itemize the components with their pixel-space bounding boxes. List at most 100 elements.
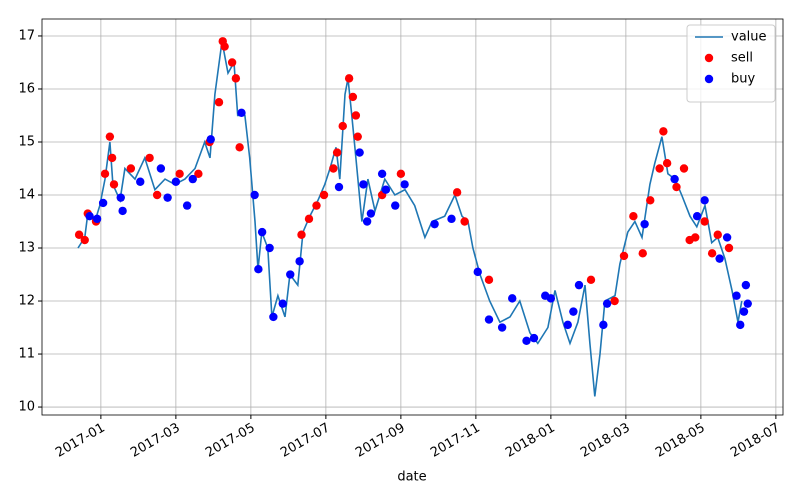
scatter-point xyxy=(329,164,338,173)
scatter-point xyxy=(546,294,556,303)
scatter-point xyxy=(338,121,347,131)
scatter-point xyxy=(136,177,145,186)
scatter-point xyxy=(473,267,482,277)
plot-area xyxy=(74,37,752,397)
scatter-point xyxy=(85,212,94,221)
scatter-point xyxy=(231,74,241,83)
y-tick-label: 15 xyxy=(18,134,35,149)
scatter-point xyxy=(700,217,709,226)
scatter-point xyxy=(145,153,154,163)
y-tick-label: 12 xyxy=(18,294,35,309)
scatter-point xyxy=(430,219,439,229)
scatter-point xyxy=(391,201,400,210)
scatter-point xyxy=(646,196,655,205)
scatter-point xyxy=(563,320,572,330)
legend-label: buy xyxy=(731,72,755,87)
scatter-point xyxy=(118,206,127,216)
scatter-point xyxy=(655,164,664,173)
scatter-point xyxy=(484,275,494,285)
scatter-point xyxy=(116,193,125,202)
scatter-point xyxy=(732,291,741,300)
scatter-point xyxy=(672,182,681,192)
scatter-point xyxy=(638,249,647,258)
legend-swatch xyxy=(704,74,714,84)
scatter-point xyxy=(497,323,507,332)
scatter-point xyxy=(599,320,608,330)
scatter-point xyxy=(206,135,215,144)
y-tick-label: 10 xyxy=(18,400,35,415)
scatter-point xyxy=(508,294,517,303)
scatter-point xyxy=(163,193,172,202)
scatter-point xyxy=(319,190,329,200)
scatter-point xyxy=(156,164,166,173)
scatter-point xyxy=(295,257,304,266)
scatter-point xyxy=(304,214,314,224)
scatter-point xyxy=(109,180,119,189)
scatter-point xyxy=(619,251,629,261)
scatter-point xyxy=(182,201,192,210)
scatter-point xyxy=(227,58,237,67)
scatter-point xyxy=(381,185,391,194)
scatter-point xyxy=(484,315,494,324)
scatter-point xyxy=(188,174,197,184)
scatter-point xyxy=(700,196,709,205)
scatter-point xyxy=(741,280,751,290)
scatter-point xyxy=(100,169,110,178)
scatter-point xyxy=(447,214,456,224)
scatter-point xyxy=(359,180,368,189)
scatter-point xyxy=(80,235,89,245)
scatter-point xyxy=(377,169,387,178)
scatter-point xyxy=(194,169,203,178)
scatter-point xyxy=(107,153,117,163)
scatter-point xyxy=(460,217,469,226)
scatter-point xyxy=(602,299,612,308)
legend-label: sell xyxy=(731,51,753,66)
scatter-point xyxy=(574,280,584,290)
y-tick-label: 14 xyxy=(18,188,35,203)
y-tick-label: 11 xyxy=(18,347,35,362)
legend: value sell buy xyxy=(686,24,776,103)
scatter-point xyxy=(670,174,679,184)
line-series xyxy=(77,41,743,397)
y-tick-label: 17 xyxy=(18,28,35,43)
y-tick-label: 16 xyxy=(18,81,35,96)
scatter-point xyxy=(312,201,321,210)
scatter-point xyxy=(344,74,354,83)
scatter-point xyxy=(400,180,409,189)
scatter-point xyxy=(152,190,162,200)
scatter-point xyxy=(105,132,115,141)
scatter-point xyxy=(332,148,342,157)
scatter-point xyxy=(724,243,734,253)
scatter-point xyxy=(610,296,619,306)
scatter-point xyxy=(92,214,102,224)
scatter-point xyxy=(722,233,732,242)
scatter-point xyxy=(74,230,84,239)
scatter-point xyxy=(362,217,372,226)
scatter-point xyxy=(269,312,278,322)
scatter-point xyxy=(743,299,752,308)
scatter-point xyxy=(351,111,361,120)
scatter-point xyxy=(286,270,295,279)
scatter-point xyxy=(692,212,702,221)
grid xyxy=(42,19,783,415)
scatter-point xyxy=(220,42,229,51)
scatter-point xyxy=(171,177,181,186)
scatter-point xyxy=(529,333,539,343)
scatter-point xyxy=(691,233,700,242)
scatter-point xyxy=(629,212,638,221)
scatter-point xyxy=(707,249,717,258)
scatter-point xyxy=(98,198,108,208)
scatter-point xyxy=(679,164,689,173)
scatter-point xyxy=(214,98,224,107)
scatter-point xyxy=(736,320,745,330)
y-tick-label: 13 xyxy=(18,241,35,256)
scatter-point xyxy=(522,336,531,345)
scatter-point xyxy=(126,164,136,173)
scatter-point xyxy=(235,143,244,152)
scatter-point xyxy=(297,230,306,239)
scatter-point xyxy=(452,188,462,197)
legend-swatch xyxy=(704,53,714,63)
scatter-point xyxy=(254,265,263,274)
